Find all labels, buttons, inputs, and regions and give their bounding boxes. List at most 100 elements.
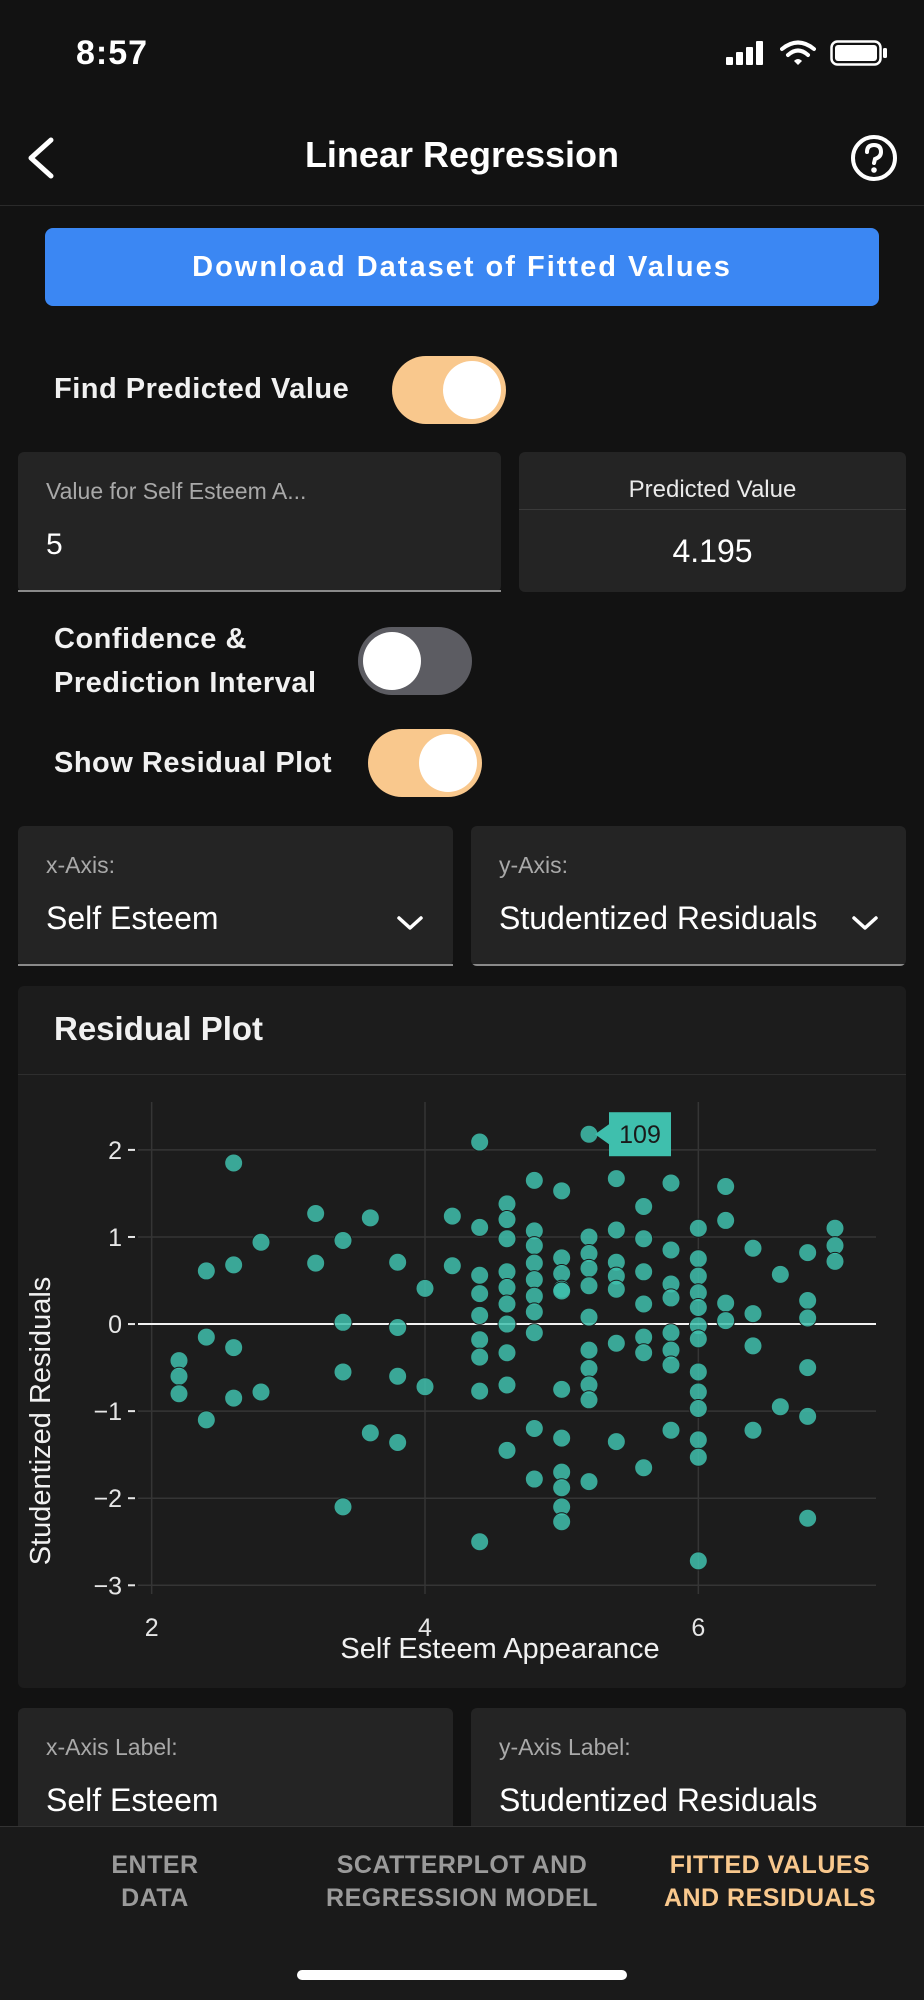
data-point[interactable] — [333, 1362, 353, 1382]
data-point[interactable] — [770, 1264, 790, 1284]
data-point[interactable] — [497, 1375, 517, 1395]
data-point[interactable] — [497, 1343, 517, 1363]
data-point[interactable] — [470, 1217, 490, 1237]
data-point[interactable] — [579, 1340, 599, 1360]
data-point[interactable] — [306, 1203, 326, 1223]
data-point[interactable] — [442, 1256, 462, 1276]
x-axis-label-input[interactable]: Self Esteem — [46, 1782, 219, 1818]
data-point[interactable] — [798, 1508, 818, 1528]
data-point[interactable] — [798, 1406, 818, 1426]
data-point[interactable] — [470, 1347, 490, 1367]
data-point[interactable] — [224, 1153, 244, 1173]
data-point[interactable] — [524, 1236, 544, 1256]
y-axis-label-field[interactable]: y-Axis Label: Studentized Residuals — [471, 1708, 906, 1848]
data-point[interactable] — [825, 1218, 845, 1238]
data-point[interactable] — [388, 1432, 408, 1452]
data-point[interactable] — [388, 1252, 408, 1272]
data-point[interactable] — [196, 1261, 216, 1281]
data-point[interactable] — [688, 1551, 708, 1571]
data-point[interactable] — [716, 1311, 736, 1331]
data-point[interactable] — [524, 1469, 544, 1489]
data-point[interactable] — [470, 1381, 490, 1401]
data-point[interactable] — [333, 1497, 353, 1517]
data-point[interactable] — [688, 1298, 708, 1318]
data-point[interactable] — [524, 1270, 544, 1290]
data-point[interactable] — [224, 1388, 244, 1408]
tab-enter-data[interactable]: ENTER DATA — [60, 1849, 250, 1915]
data-point[interactable] — [470, 1330, 490, 1350]
data-point[interactable] — [716, 1176, 736, 1196]
data-point[interactable] — [524, 1170, 544, 1190]
data-point[interactable] — [798, 1243, 818, 1263]
data-point[interactable] — [798, 1291, 818, 1311]
data-point[interactable] — [743, 1304, 763, 1324]
data-point[interactable] — [388, 1318, 408, 1338]
y-axis-select[interactable]: y-Axis: Studentized Residuals — [471, 826, 906, 966]
data-point[interactable] — [688, 1362, 708, 1382]
data-point[interactable] — [661, 1288, 681, 1308]
data-point[interactable] — [661, 1420, 681, 1440]
help-button[interactable] — [848, 132, 900, 184]
data-point[interactable] — [688, 1430, 708, 1450]
data-point[interactable] — [552, 1379, 572, 1399]
data-point[interactable] — [552, 1181, 572, 1201]
data-point[interactable] — [688, 1218, 708, 1238]
back-button[interactable] — [14, 132, 66, 184]
data-point[interactable] — [224, 1255, 244, 1275]
data-point[interactable] — [634, 1458, 654, 1478]
data-point[interactable] — [579, 1358, 599, 1378]
data-point[interactable] — [333, 1312, 353, 1332]
data-point[interactable] — [169, 1384, 189, 1404]
data-point[interactable] — [743, 1238, 763, 1258]
x-axis-label-field[interactable]: x-Axis Label: Self Esteem — [18, 1708, 453, 1848]
data-point[interactable] — [688, 1382, 708, 1402]
data-point[interactable] — [196, 1410, 216, 1430]
data-point[interactable] — [688, 1447, 708, 1467]
data-point[interactable] — [579, 1472, 599, 1492]
data-point[interactable] — [716, 1210, 736, 1230]
data-point[interactable] — [688, 1266, 708, 1286]
data-point[interactable] — [497, 1277, 517, 1297]
data-point[interactable] — [552, 1428, 572, 1448]
data-point[interactable] — [169, 1366, 189, 1386]
data-point[interactable] — [415, 1278, 435, 1298]
data-point[interactable] — [743, 1420, 763, 1440]
data-point[interactable] — [688, 1399, 708, 1419]
download-dataset-button[interactable]: Download Dataset of Fitted Values — [45, 228, 879, 306]
data-point[interactable] — [306, 1253, 326, 1273]
data-point[interactable] — [606, 1220, 626, 1240]
data-point[interactable] — [661, 1323, 681, 1343]
data-point[interactable] — [606, 1333, 626, 1353]
data-point[interactable] — [688, 1329, 708, 1349]
data-point[interactable] — [716, 1293, 736, 1313]
data-point[interactable] — [579, 1258, 599, 1278]
data-point[interactable] — [579, 1307, 599, 1327]
data-point[interactable] — [196, 1327, 216, 1347]
data-point[interactable] — [497, 1229, 517, 1249]
find-predicted-value-toggle[interactable] — [392, 356, 506, 424]
data-point[interactable] — [634, 1196, 654, 1216]
data-point[interactable] — [251, 1382, 271, 1402]
data-point[interactable] — [606, 1432, 626, 1452]
data-point[interactable] — [552, 1478, 572, 1498]
data-point[interactable] — [470, 1265, 490, 1285]
data-point[interactable] — [688, 1249, 708, 1269]
data-point[interactable] — [579, 1276, 599, 1296]
data-point[interactable] — [388, 1366, 408, 1386]
data-point[interactable] — [360, 1208, 380, 1228]
data-point[interactable] — [442, 1206, 462, 1226]
tab-scatterplot-regression[interactable]: SCATTERPLOT AND REGRESSION MODEL — [302, 1849, 622, 1915]
data-point[interactable] — [524, 1323, 544, 1343]
data-point[interactable] — [634, 1343, 654, 1363]
data-point[interactable] — [770, 1397, 790, 1417]
data-point[interactable] — [497, 1294, 517, 1314]
data-point[interactable] — [552, 1281, 572, 1301]
data-point[interactable] — [470, 1132, 490, 1152]
data-point[interactable] — [470, 1532, 490, 1552]
show-residual-plot-toggle[interactable] — [368, 729, 482, 797]
data-point[interactable] — [333, 1230, 353, 1250]
data-point[interactable] — [634, 1294, 654, 1314]
data-point[interactable] — [497, 1314, 517, 1334]
data-point[interactable] — [470, 1305, 490, 1325]
data-point[interactable] — [634, 1229, 654, 1249]
